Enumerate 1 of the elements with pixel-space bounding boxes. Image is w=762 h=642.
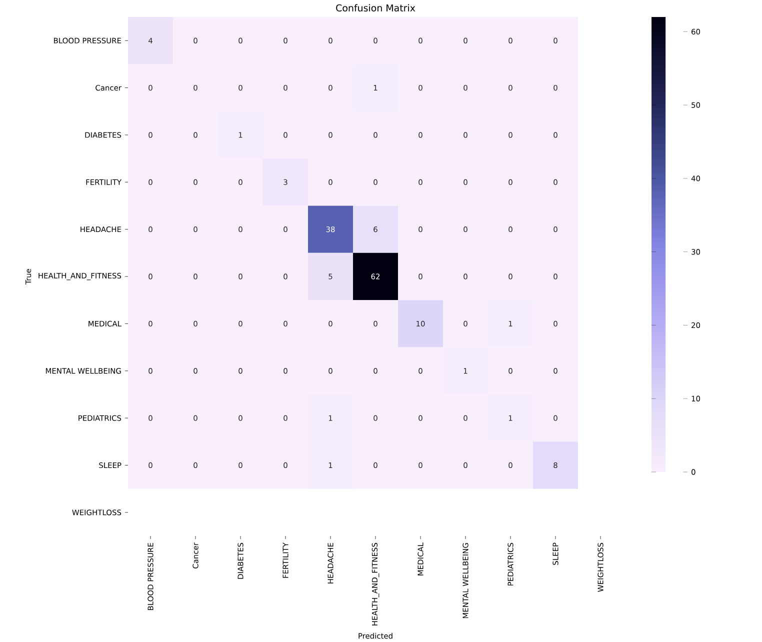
chart-title: Confusion Matrix: [336, 4, 416, 12]
